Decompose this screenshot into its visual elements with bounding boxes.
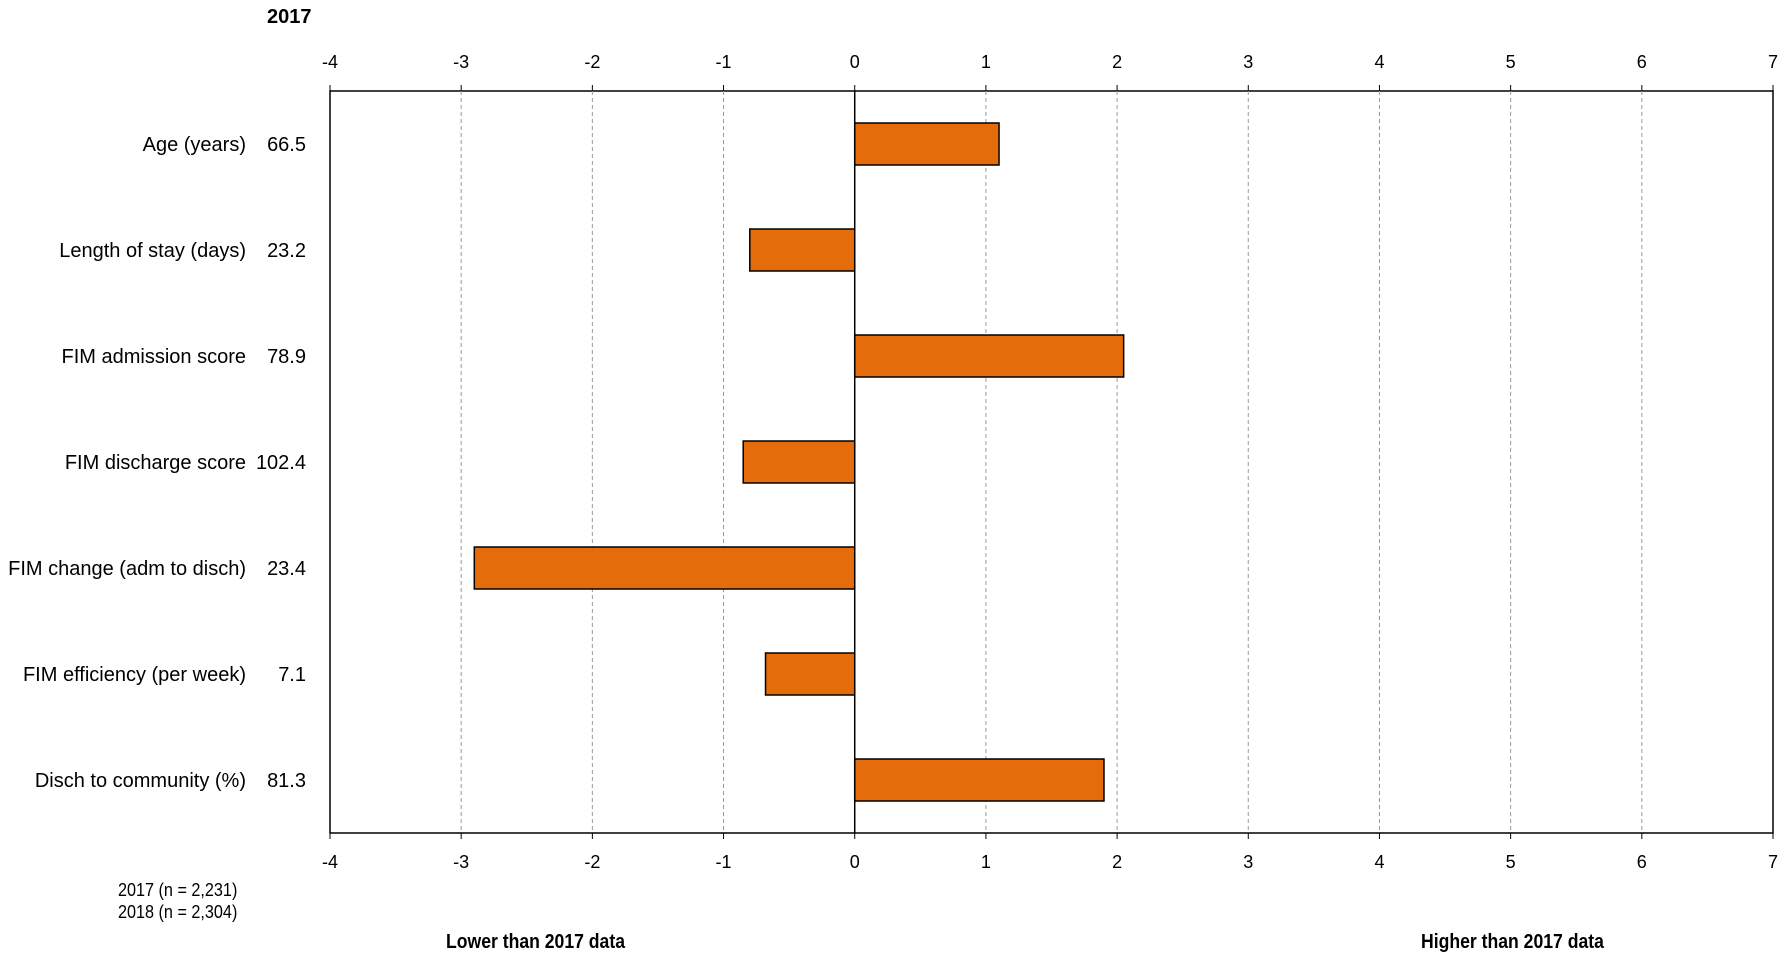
plot-frame: [329, 90, 1774, 834]
category-value: 23.4: [267, 558, 306, 580]
category-value: 78.9: [267, 346, 306, 368]
lower-than-label: Lower than 2017 data: [446, 931, 625, 953]
x-tick-label-bottom: 2: [1112, 852, 1122, 872]
category-label: Length of stay (days): [59, 240, 246, 262]
x-tick-label-top: -4: [322, 52, 338, 72]
x-tick-label-bottom: 1: [981, 852, 991, 872]
x-tick-label-bottom: 3: [1243, 852, 1253, 872]
x-tick-label-top: 5: [1506, 52, 1516, 72]
bar-1: [749, 228, 856, 272]
category-label: Age (years): [143, 134, 246, 156]
chart-title: 2017: [267, 6, 312, 28]
x-tick-label-top: -2: [584, 52, 600, 72]
x-tick-label-top: 3: [1243, 52, 1253, 72]
category-value: 23.2: [267, 240, 306, 262]
footnote-2017: 2017 (n = 2,231): [118, 880, 238, 900]
x-tick-label-bottom: -3: [453, 852, 469, 872]
category-value: 7.1: [278, 664, 306, 686]
footnote-2018: 2018 (n = 2,304): [118, 902, 238, 922]
x-tick-label-bottom: 0: [850, 852, 860, 872]
x-tick-label-bottom: -4: [322, 852, 338, 872]
x-tick-label-bottom: -1: [716, 852, 732, 872]
bar-0: [853, 122, 1000, 166]
x-tick-label-top: 2: [1112, 52, 1122, 72]
category-label: FIM discharge score: [65, 452, 246, 474]
x-tick-label-top: 4: [1374, 52, 1384, 72]
x-tick-label-top: -1: [716, 52, 732, 72]
x-tick-label-top: 6: [1637, 52, 1647, 72]
category-value: 66.5: [267, 134, 306, 156]
x-tick-label-bottom: -2: [584, 852, 600, 872]
x-tick-label-bottom: 6: [1637, 852, 1647, 872]
higher-than-label: Higher than 2017 data: [1421, 931, 1604, 953]
category-label: FIM efficiency (per week): [23, 664, 246, 686]
x-tick-label-bottom: 7: [1768, 852, 1778, 872]
x-tick-label-top: 1: [981, 52, 991, 72]
category-value: 81.3: [267, 770, 306, 792]
x-tick-label-top: -3: [453, 52, 469, 72]
category-value: 102.4: [256, 452, 306, 474]
category-label: FIM admission score: [62, 346, 247, 368]
x-tick-label-top: 7: [1768, 52, 1778, 72]
x-tick-label-bottom: 4: [1374, 852, 1384, 872]
bar-4: [473, 546, 856, 590]
bar-6: [853, 758, 1105, 802]
bar-3: [742, 440, 856, 484]
category-label: Disch to community (%): [35, 770, 246, 792]
bar-2: [853, 334, 1125, 378]
category-label: FIM change (adm to disch): [8, 558, 246, 580]
bar-5: [764, 652, 856, 696]
x-tick-label-top: 0: [850, 52, 860, 72]
x-tick-label-bottom: 5: [1506, 852, 1516, 872]
